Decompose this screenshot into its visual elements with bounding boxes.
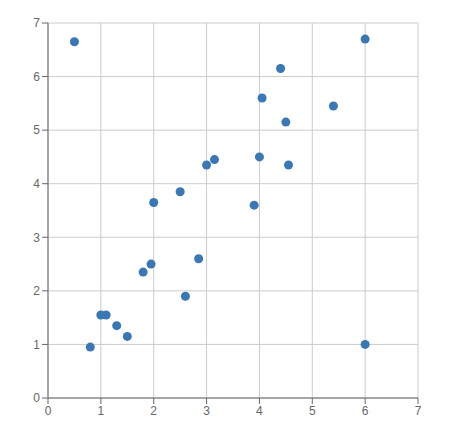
svg-text:7: 7	[33, 16, 40, 30]
svg-text:5: 5	[309, 404, 316, 418]
svg-text:2: 2	[150, 404, 157, 418]
svg-text:2: 2	[33, 284, 40, 298]
svg-text:0: 0	[33, 391, 40, 405]
svg-text:1: 1	[98, 404, 105, 418]
svg-text:6: 6	[362, 404, 369, 418]
svg-text:3: 3	[203, 404, 210, 418]
svg-text:1: 1	[33, 338, 40, 352]
svg-text:3: 3	[33, 231, 40, 245]
svg-text:7: 7	[415, 404, 422, 418]
svg-text:0: 0	[45, 404, 52, 418]
svg-text:4: 4	[256, 404, 263, 418]
svg-text:5: 5	[33, 123, 40, 137]
svg-text:6: 6	[33, 70, 40, 84]
svg-text:4: 4	[33, 177, 40, 191]
